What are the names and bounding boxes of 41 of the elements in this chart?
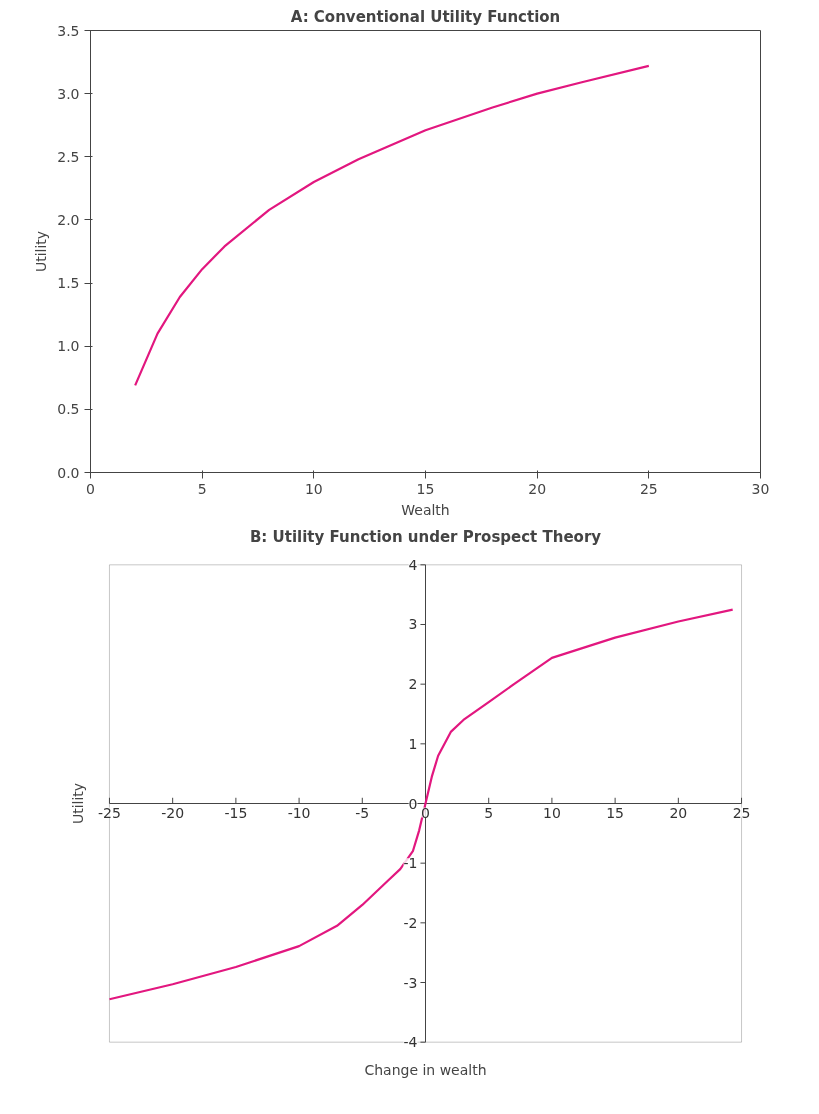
y-tick-label: 1 xyxy=(408,735,418,752)
y-tick-label: -4 xyxy=(403,1034,418,1051)
x-tick-label: 5 xyxy=(484,804,494,821)
y-tick-label: 2 xyxy=(408,676,418,693)
y-tick-label: -1 xyxy=(403,855,418,872)
y-axis-title: Utility xyxy=(33,230,50,273)
y-tick-label: -2 xyxy=(403,914,418,931)
y-tick-label: 0.5 xyxy=(57,401,80,418)
x-tick-label: 30 xyxy=(751,480,770,497)
chart-title: A: Conventional Utility Function xyxy=(290,7,561,26)
y-tick-label: 3 xyxy=(408,616,418,633)
y-tick-label: 3.0 xyxy=(57,85,80,102)
x-tick-label: -25 xyxy=(98,804,121,821)
y-tick-label: -3 xyxy=(403,974,418,991)
line-series xyxy=(134,64,650,387)
y-tick-label: 4 xyxy=(408,556,418,573)
x-tick-label: -20 xyxy=(161,804,185,821)
x-axis-title: Change in wealth xyxy=(364,1061,487,1078)
x-axis-title: Wealth xyxy=(401,501,450,518)
x-tick-label: 0 xyxy=(86,480,95,497)
x-tick-label: 15 xyxy=(606,804,625,821)
y-tick-label: 1.0 xyxy=(57,338,80,355)
x-tick-label: 10 xyxy=(543,804,561,821)
x-tick-label: 20 xyxy=(528,480,547,497)
x-tick-label: 15 xyxy=(416,480,435,497)
x-tick-label: 25 xyxy=(732,804,751,821)
x-tick-label: 0 xyxy=(421,804,430,821)
y-axis-title: Utility xyxy=(69,782,86,825)
y-tick-label: 2.0 xyxy=(57,211,80,228)
x-tick-label: -10 xyxy=(287,804,311,821)
x-tick-label: 10 xyxy=(304,480,323,497)
x-tick-label: -5 xyxy=(355,804,370,821)
y-tick-label: 2.5 xyxy=(57,148,80,165)
x-tick-label: 5 xyxy=(197,480,207,497)
y-tick-label: 3.5 xyxy=(57,22,80,39)
x-tick-label: 20 xyxy=(669,804,688,821)
y-tick-label: 0.0 xyxy=(57,464,80,481)
y-tick-label: 1.5 xyxy=(57,275,80,292)
x-tick-label: 25 xyxy=(639,480,658,497)
chart-title: B: Utility Function under Prospect Theory xyxy=(249,527,602,546)
x-tick-label: -15 xyxy=(224,804,248,821)
